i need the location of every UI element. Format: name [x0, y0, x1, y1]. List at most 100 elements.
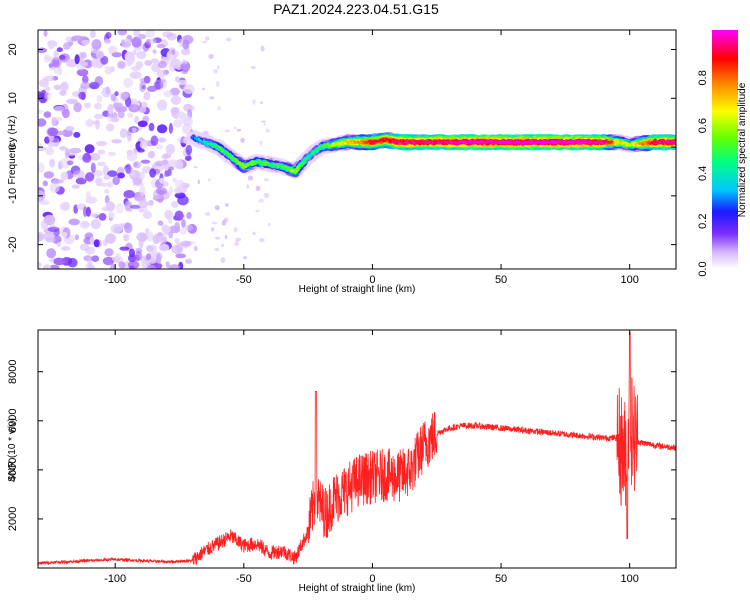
noise-blob — [126, 54, 135, 65]
noise-blob — [94, 76, 104, 86]
ridge-segment — [422, 140, 427, 144]
ridge-segment — [582, 140, 586, 144]
ridge-segment — [305, 156, 310, 160]
noise-blob — [214, 205, 220, 211]
noise-blob — [96, 95, 103, 103]
noise-blob — [78, 91, 86, 100]
noise-blob — [73, 102, 82, 113]
ridge-segment — [546, 140, 550, 144]
noise-blob — [184, 155, 192, 162]
noise-blob — [157, 137, 167, 143]
colorbar-gradient — [712, 30, 738, 269]
noise-blob — [105, 123, 115, 132]
noise-blob — [89, 30, 96, 38]
noise-blob — [134, 254, 140, 262]
ridge-segment — [500, 140, 504, 144]
noise-blob — [81, 39, 90, 45]
noise-blob — [117, 30, 128, 36]
ridge-segment — [327, 144, 331, 147]
noise-blob — [224, 129, 231, 133]
noise-blob — [132, 177, 143, 186]
ridge-segment — [557, 140, 562, 143]
noise-blob — [110, 117, 120, 123]
noise-blob — [255, 185, 261, 191]
noise-blob — [89, 236, 95, 245]
noise-blob — [114, 91, 119, 97]
noise-blob — [183, 84, 195, 94]
noise-blob — [172, 177, 177, 183]
noise-blob — [133, 30, 141, 38]
noise-blob — [175, 111, 186, 119]
noise-blob — [47, 127, 59, 137]
noise-blob — [145, 244, 157, 252]
noise-blob — [137, 120, 148, 128]
noise-blob — [235, 237, 242, 242]
ridge-segment — [506, 140, 510, 144]
noise-blob — [51, 57, 62, 68]
noise-blob — [68, 218, 80, 226]
noise-blob — [59, 89, 67, 96]
noise-blob — [38, 118, 47, 127]
noise-blob — [104, 188, 110, 195]
figure-title: PAZ1.2024.223.04.51.G15 — [273, 1, 439, 17]
noise-blob — [38, 47, 47, 54]
noise-blob — [202, 40, 207, 44]
noise-blob — [162, 225, 171, 236]
noise-blob — [243, 256, 247, 260]
noise-blob — [111, 52, 122, 58]
noise-blob — [85, 118, 94, 128]
noise-blob — [174, 179, 185, 188]
ridge-segment — [392, 140, 396, 144]
noise-blob — [251, 66, 256, 69]
noise-blob — [95, 119, 100, 130]
ridge-segment — [642, 141, 647, 146]
ridge-segment — [470, 141, 474, 145]
noise-blob — [107, 170, 118, 178]
noise-blob — [86, 190, 91, 200]
noise-blob — [136, 50, 147, 60]
noise-blob — [62, 231, 68, 238]
ridge-segment — [317, 146, 321, 152]
noise-blob — [211, 221, 217, 225]
spectrogram-x-axis-label: Height of straight line (km) — [299, 284, 416, 295]
noise-blob — [205, 212, 211, 216]
noise-blob — [80, 81, 91, 90]
ridge-segment — [521, 141, 526, 145]
noise-blob — [113, 102, 123, 108]
noise-blob — [214, 247, 220, 252]
noise-blob — [76, 68, 89, 77]
noise-blob — [130, 204, 141, 209]
noise-blob — [45, 237, 56, 243]
noise-blob — [93, 239, 100, 248]
ridge-segment — [550, 140, 554, 144]
noise-blob — [138, 207, 144, 213]
noise-blob — [135, 61, 144, 69]
noise-blob — [197, 179, 200, 185]
noise-blob — [236, 128, 242, 132]
ridge-segment — [269, 162, 274, 167]
noise-blob — [168, 216, 173, 225]
noise-blob — [163, 172, 170, 177]
ridge-segment — [456, 142, 460, 145]
noise-blob — [38, 162, 45, 173]
noise-blob — [261, 120, 266, 123]
noise-blob — [72, 170, 85, 179]
y-tick-label: -20 — [7, 237, 19, 253]
noise-blob — [80, 61, 88, 67]
noise-blob — [217, 106, 221, 111]
noise-blob — [44, 91, 52, 100]
noise-blob — [193, 245, 198, 252]
noise-blob — [123, 77, 133, 88]
noise-blob — [185, 144, 193, 156]
noise-blob — [112, 176, 120, 185]
ridge-segment — [473, 141, 477, 145]
noise-blob — [247, 175, 254, 181]
y-tick-label: 0 — [7, 144, 19, 150]
noise-blob — [263, 192, 270, 199]
noise-blob — [220, 257, 226, 264]
noise-blob — [146, 264, 157, 269]
noise-blob — [44, 75, 56, 82]
noise-blob — [66, 160, 74, 166]
noise-blob — [49, 158, 56, 168]
